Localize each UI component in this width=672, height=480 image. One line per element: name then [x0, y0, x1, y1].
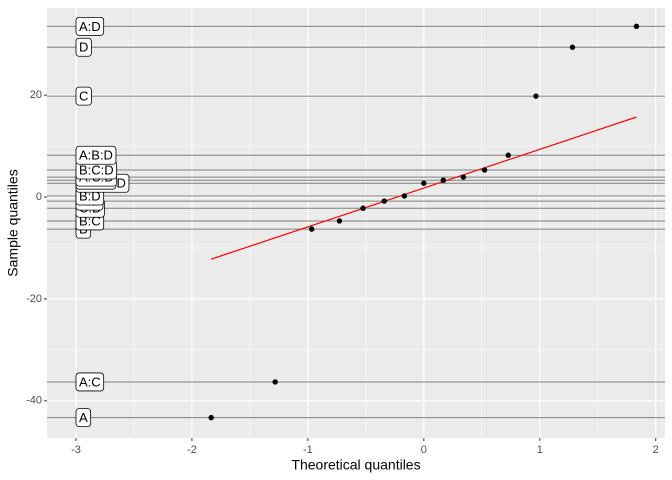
x-tick-label: 0	[421, 444, 427, 456]
label-box	[75, 145, 117, 165]
effect-label: C	[75, 86, 92, 106]
effect-label: A:B:D	[75, 145, 117, 165]
label-box	[75, 86, 92, 106]
point	[336, 218, 343, 224]
label-box	[75, 408, 92, 428]
point	[309, 226, 315, 232]
x-tick-label: 2	[653, 444, 659, 456]
label-text: B:C:D	[79, 162, 114, 177]
effect-label: B:C:D	[75, 160, 118, 180]
label-box	[75, 372, 105, 392]
x-axis-title: Theoretical quantiles	[291, 457, 420, 473]
point	[533, 93, 539, 99]
effect-label: A	[75, 408, 92, 428]
qq-line	[210, 116, 637, 260]
x-tick-label: 1	[537, 444, 543, 456]
y-axis-title: Sample quantiles	[5, 169, 21, 276]
label-text: D	[79, 40, 88, 55]
point	[569, 44, 576, 50]
point	[460, 174, 467, 180]
label-box	[75, 16, 105, 36]
label-text: A:B:D	[79, 148, 113, 163]
point	[401, 193, 408, 199]
point	[360, 205, 366, 211]
point	[505, 152, 511, 158]
label-text: A:D	[79, 19, 101, 34]
point	[272, 379, 278, 385]
point	[633, 23, 640, 30]
effect-label: A:D	[75, 16, 105, 36]
label-text: A:C	[79, 374, 101, 389]
x-tick-label: -2	[187, 444, 197, 456]
label-box	[75, 37, 92, 57]
effect-label: A:C	[75, 372, 105, 392]
point	[421, 180, 427, 186]
point	[481, 167, 488, 173]
y-tick-label: -20	[26, 293, 42, 305]
x-tick-label: -1	[303, 444, 313, 456]
y-tick-label: -40	[26, 395, 42, 407]
x-tick-label: -3	[71, 444, 81, 456]
effect-label: D	[75, 37, 92, 57]
label-text: C	[79, 89, 88, 104]
y-tick-label: 0	[36, 191, 42, 203]
y-tick-label: 20	[30, 89, 42, 101]
point	[381, 198, 387, 204]
label-text: A	[79, 410, 88, 425]
panel	[47, 8, 665, 438]
point	[208, 414, 214, 421]
point	[440, 177, 447, 183]
